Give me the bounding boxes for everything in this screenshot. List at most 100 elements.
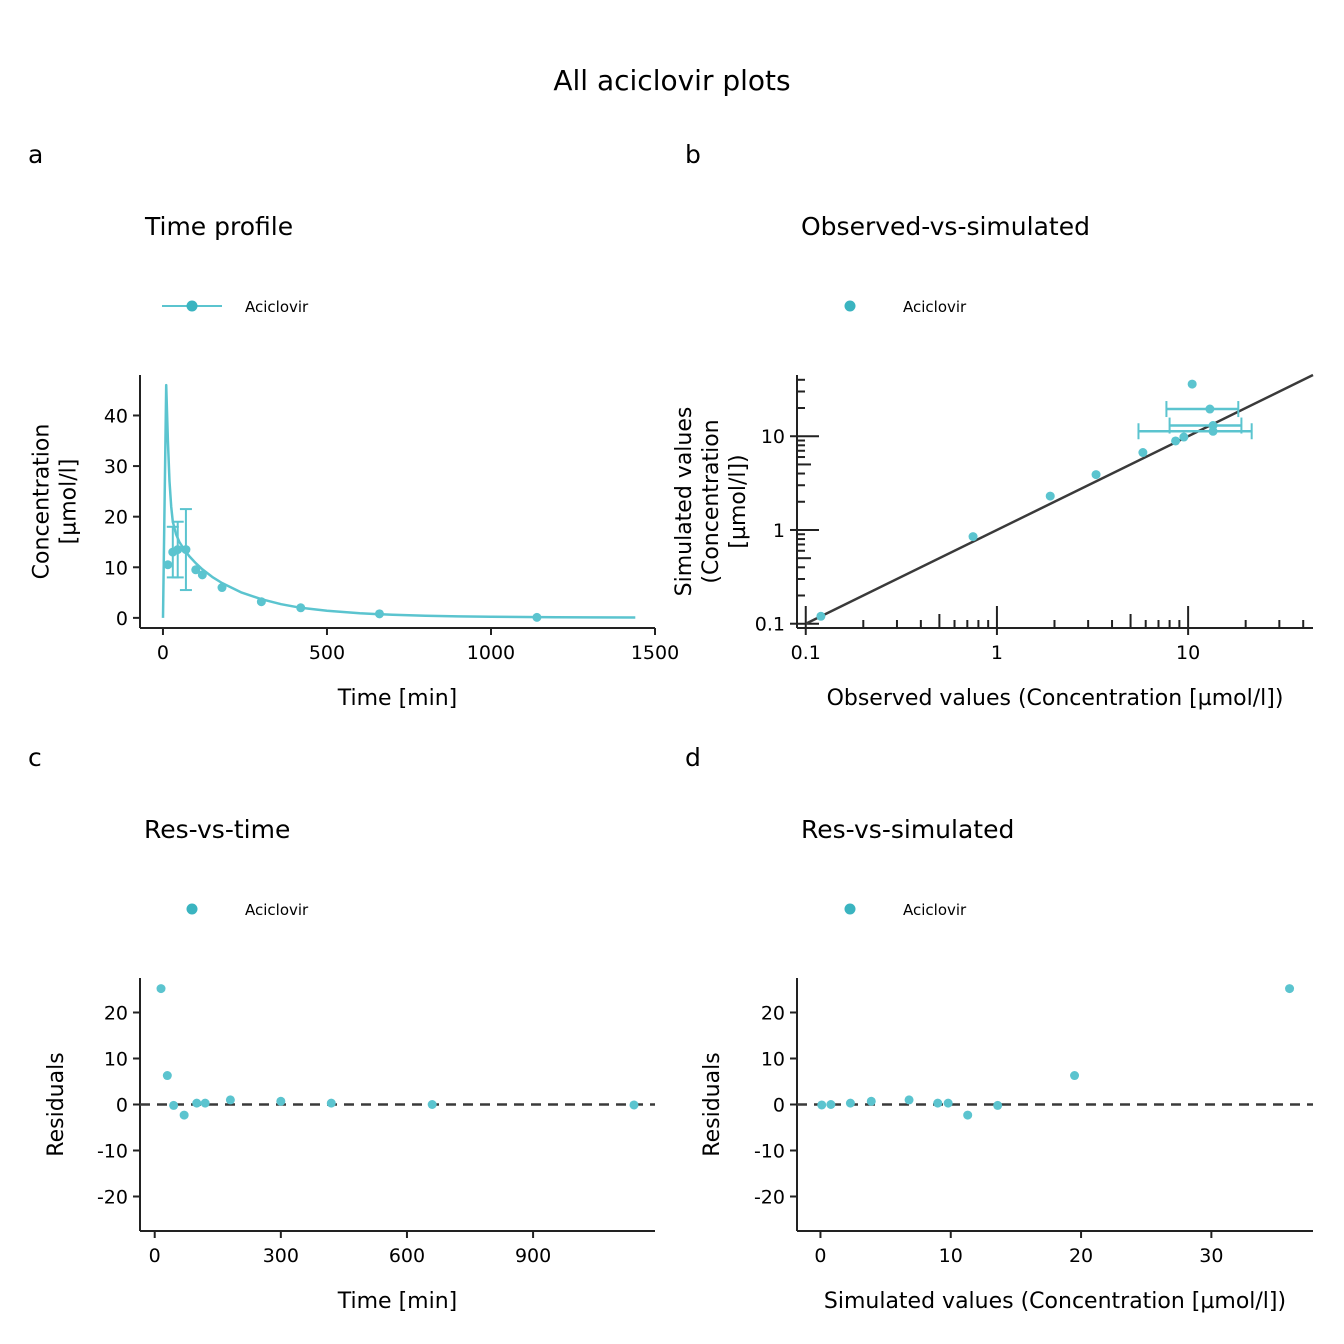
observed-point [163,560,173,570]
obs-vs-sim-plot: 0.1 1 10 0.1 1 10 Observed values (Concentrati… [672,373,1314,711]
x-axis-title: Simulated values (Concentration [µmol/l]… [824,1289,1286,1314]
residual-point [943,1098,953,1108]
x-axis-title: Observed values (Concentration [µmol/l]) [827,686,1284,711]
simulated-line [161,383,636,619]
observed-point [173,545,183,555]
residual-point [326,1098,336,1108]
res-vs-time-plot: 0 300 600 900 20 10 0 -10 -20 Time [min] Residuals [44,978,655,1314]
main-title: All aciclovir plots [553,64,790,97]
y-tick-label: 30 [104,456,128,478]
x-tick-label: 900 [515,1245,551,1267]
y-axis-title-line: Concentration [30,424,55,580]
observed-point [191,565,201,575]
residual-point [629,1100,639,1110]
residual-point [169,1100,179,1110]
y-tick-label: 0 [773,1095,785,1117]
panel-title-b: Observed-vs-simulated [801,212,1090,241]
identity-line [805,373,1314,625]
x-axis-title: Time [min] [337,686,458,711]
legend-c-marker [186,903,198,915]
legend-b: Aciclovir [844,298,967,316]
y-tick-label: 20 [761,1003,785,1025]
observed-point [1091,470,1101,480]
x-tick-label: 500 [309,642,345,664]
y-axis-title: Residuals [700,1052,725,1156]
residual-point [845,1098,855,1108]
panel-tag-d: d [685,743,701,772]
y-tick-label: 40 [104,405,128,427]
observed-point [256,597,266,607]
y-tick-label: 20 [104,1003,128,1025]
y-tick-label: 10 [104,557,128,579]
residual-point [933,1098,943,1108]
x-tick-label: 0 [814,1245,826,1267]
legend-c-label: Aciclovir [245,901,309,919]
time-profile-plot: 0 500 1000 1500 0 10 20 30 40 Time [min] Concentra… [30,375,679,711]
panel-title-a: Time profile [144,212,293,241]
x-tick-label: 0 [157,642,169,664]
x-tick-label: 1 [991,642,1003,664]
y-tick-label: -20 [97,1187,128,1209]
x-tick-label: 0 [149,1245,161,1267]
observed-point [217,583,227,593]
x-tick-label: 30 [1199,1245,1223,1267]
observed-point [374,609,384,619]
legend-d-marker [844,903,856,915]
residual-point [826,1100,836,1109]
residual-point [192,1098,202,1108]
residual-point [817,1100,827,1110]
observed-point [968,532,978,542]
y-axis-title: Simulated values(Concentration[µmol/l]) [672,407,751,597]
residual-point [963,1110,973,1120]
y-tick-label: -20 [754,1187,785,1209]
y-tick-label: 0 [116,1095,128,1117]
residual-point [427,1100,437,1109]
residual-point [162,1071,172,1081]
x-tick-label: 600 [389,1245,425,1267]
x-tick-label: 300 [263,1245,299,1267]
y-axis-title-line: [µmol/l] [57,459,82,545]
observed-point [1179,432,1189,442]
legend-d: Aciclovir [844,901,967,919]
residual-point [1285,984,1295,994]
y-tick-label: 10 [104,1049,128,1071]
observed-point [1171,436,1181,446]
y-tick-label: 10 [761,426,785,448]
x-tick-label: 0.1 [791,642,821,664]
x-tick-label: 1500 [631,642,679,664]
panel-tag-a: a [28,140,43,169]
y-axis-title-line: Residuals [700,1052,725,1156]
residual-point [276,1096,286,1106]
observed-point [816,611,826,621]
observed-point [1138,448,1148,458]
y-axis-title-line: Simulated values [672,407,697,597]
observed-point [181,545,191,555]
legend-a: Aciclovir [162,298,309,316]
legend-c: Aciclovir [186,901,309,919]
x-axis-title: Time [min] [337,1289,458,1314]
legend-b-marker [844,300,856,312]
y-tick-label: 10 [761,1049,785,1071]
x-tick-label: 20 [1069,1245,1093,1267]
y-tick-label: 20 [104,507,128,529]
y-axis-title: Residuals [44,1052,69,1156]
observed-point [532,612,542,622]
y-tick-label: 1 [773,520,785,542]
legend-b-label: Aciclovir [903,298,967,316]
residual-point [904,1095,914,1105]
x-tick-label: 10 [1176,642,1200,664]
y-axis-title-line: Residuals [44,1052,69,1156]
residual-point [156,984,166,994]
y-axis-title-line: (Concentration [699,419,724,583]
y-axis-title: Concentration[µmol/l] [30,424,82,580]
y-tick-label: 0.1 [755,614,785,636]
observed-point [1045,491,1055,501]
x-tick-label: 10 [939,1245,963,1267]
panel-title-d: Res-vs-simulated [801,815,1014,844]
panel-title-c: Res-vs-time [144,815,290,844]
observed-point [1205,404,1215,414]
observed-point [1208,426,1218,436]
residual-point [225,1095,235,1105]
y-tick-label: -10 [754,1141,785,1163]
